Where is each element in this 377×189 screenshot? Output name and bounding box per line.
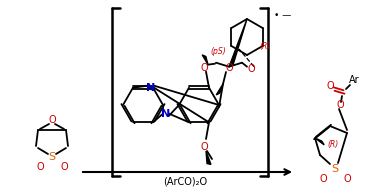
- Text: N: N: [146, 83, 156, 93]
- Text: O: O: [247, 64, 255, 74]
- Text: O: O: [48, 115, 56, 125]
- Text: O: O: [60, 162, 68, 172]
- Polygon shape: [315, 138, 324, 145]
- Text: O: O: [36, 162, 44, 172]
- Text: Ar: Ar: [349, 75, 359, 85]
- Text: N: N: [161, 109, 171, 119]
- Polygon shape: [206, 151, 211, 164]
- Text: O: O: [225, 63, 233, 73]
- Polygon shape: [216, 84, 223, 95]
- Text: (R): (R): [259, 43, 271, 51]
- Text: O: O: [343, 174, 351, 184]
- Text: (ArCO)₂O: (ArCO)₂O: [163, 177, 207, 187]
- Text: S: S: [331, 164, 339, 174]
- Text: O: O: [326, 81, 334, 91]
- Text: O: O: [200, 142, 208, 152]
- Text: (pS): (pS): [210, 47, 226, 56]
- Polygon shape: [229, 19, 247, 67]
- Text: S: S: [48, 152, 55, 162]
- Text: O: O: [336, 100, 344, 110]
- Text: (R): (R): [327, 140, 339, 149]
- Polygon shape: [202, 55, 208, 65]
- Text: • —: • —: [274, 11, 291, 19]
- Text: O: O: [200, 63, 208, 73]
- Text: O: O: [319, 174, 327, 184]
